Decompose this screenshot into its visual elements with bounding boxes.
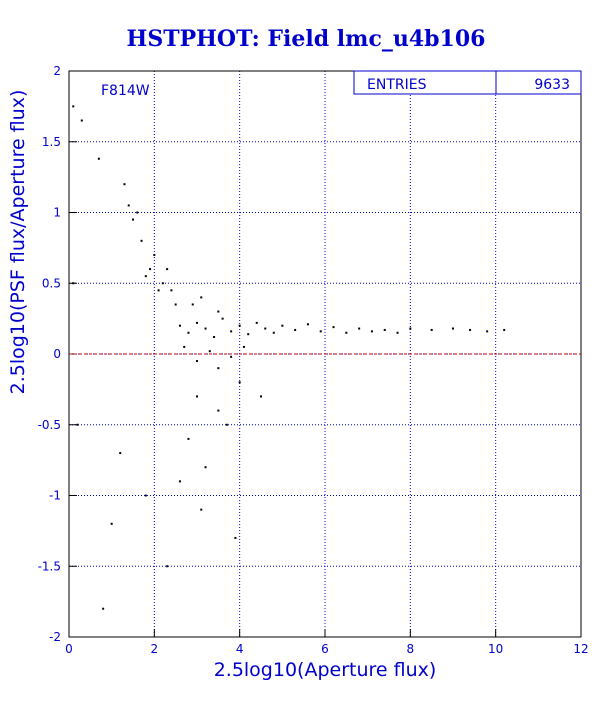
axis-ticks: 0 2 4 6 8 10 12 2 1.5 1 0.5 0 -0.5 -1 -1.5 -2 [38,64,589,656]
data-point [170,289,173,292]
x-tick-label: 0 [65,642,73,656]
data-point [213,336,216,339]
data-point [153,253,156,256]
data-point [503,328,506,331]
data-point [370,330,373,333]
data-point [217,310,220,313]
y-tick-label: -1.5 [38,559,61,573]
x-tick-label: 6 [321,642,329,656]
chart-title: HSTPHOT: Field lmc_u4b106 [127,26,486,52]
y-tick-label: 1 [53,206,61,220]
data-point [204,466,207,469]
data-point [281,324,284,327]
data-point [166,565,169,568]
data-point [383,328,386,331]
data-point [178,480,181,483]
data-point [260,395,262,398]
data-point [319,330,322,333]
data-point [132,218,134,221]
data-point [255,321,258,324]
data-point [72,105,75,108]
data-point [183,345,186,348]
data-point [294,328,297,331]
data-point [178,324,181,327]
x-tick-label: 4 [236,642,244,656]
x-tick-label: 10 [488,642,503,656]
data-point [469,328,472,331]
data-point [264,327,267,330]
data-point [332,326,335,329]
data-point [230,355,233,358]
data-point [200,296,203,299]
stats-label: ENTRIES [367,77,427,93]
data-point [345,331,348,334]
data-point [196,360,198,363]
data-point [119,452,122,455]
data-point [144,494,147,497]
data-point [217,367,220,370]
data-point [196,395,198,398]
data-point [272,331,275,334]
data-point [230,330,233,333]
data-point [234,536,237,539]
data-point [396,331,399,334]
data-point [217,409,220,412]
y-tick-label: -2 [49,630,61,644]
data-point [174,303,177,306]
data-point [157,289,160,292]
x-axis-label: 2.5log10(Aperture flux) [214,659,437,681]
data-point [306,323,309,326]
data-point [208,350,211,353]
data-points [72,105,506,610]
data-point [238,381,241,384]
data-point [110,522,113,525]
filter-label: F814W [101,83,150,99]
data-point [149,268,152,271]
data-point [76,423,79,426]
data-point [136,211,139,214]
data-point [102,607,105,610]
y-tick-label: 2 [53,64,61,78]
data-point [144,275,147,278]
y-tick-label: 0 [53,347,61,361]
y-tick-label: 0.5 [42,276,61,290]
stats-box: ENTRIES 9633 [353,70,582,95]
data-point [72,282,75,285]
x-tick-label: 12 [573,642,588,656]
data-point [452,327,454,330]
data-point [191,303,194,306]
y-axis-label: 2.5log10(PSF flux/Aperture flux) [7,90,29,395]
data-point [486,330,489,333]
data-point [221,317,224,320]
y-tick-label: 1.5 [42,135,61,149]
data-point [140,239,143,242]
data-point [166,268,169,271]
data-point [200,508,203,511]
data-point [161,282,164,285]
data-point [430,328,433,331]
data-point [187,437,190,440]
data-point [238,324,241,327]
data-point [123,183,126,186]
x-tick-label: 2 [151,642,159,656]
data-point [187,331,190,334]
y-tick-label: -1 [49,489,61,503]
data-point [97,157,100,160]
stats-box-frame [353,70,582,95]
stats-value: 9633 [534,77,570,93]
data-point [242,345,245,348]
data-point [127,204,130,207]
data-point [196,321,198,324]
data-point [409,327,412,330]
data-point [225,423,228,426]
data-point [247,333,250,336]
y-tick-label: -0.5 [38,418,61,432]
data-point [80,119,83,122]
data-point [358,327,361,330]
data-point [204,327,207,330]
x-tick-label: 8 [407,642,415,656]
